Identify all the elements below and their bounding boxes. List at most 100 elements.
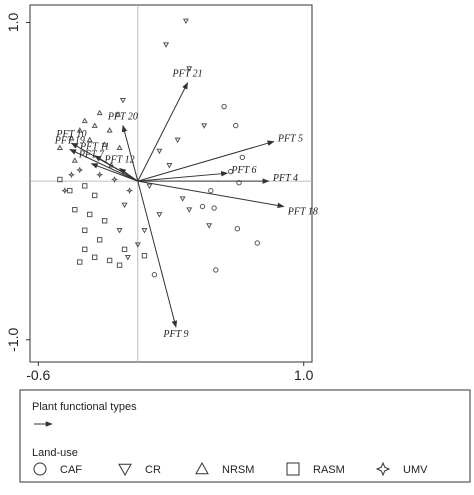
vector-label: PFT 9 <box>162 329 188 340</box>
point <box>91 254 98 260</box>
point <box>141 252 148 259</box>
vector-label: PFT 18 <box>287 207 318 218</box>
vector-arrow <box>94 155 139 182</box>
vector-arrow <box>137 140 275 182</box>
legend-box <box>19 389 471 483</box>
legend-label: UMV <box>403 464 428 476</box>
point <box>111 176 119 184</box>
point <box>56 144 63 151</box>
vector-arrow <box>137 180 285 209</box>
point <box>254 240 260 246</box>
point <box>116 262 123 268</box>
point <box>134 242 141 248</box>
point <box>121 202 128 209</box>
point <box>82 227 88 234</box>
point <box>201 123 208 129</box>
point <box>141 228 148 234</box>
vector-label: PFT 19 <box>54 135 85 146</box>
point <box>206 223 213 229</box>
point <box>186 66 193 72</box>
vector-arrow <box>121 124 139 182</box>
point <box>211 205 217 211</box>
legend-label: RASM <box>313 464 345 476</box>
vector-arrow <box>69 148 139 182</box>
vector-arrow <box>137 180 178 328</box>
point <box>179 196 186 202</box>
point <box>106 127 113 133</box>
point <box>162 42 170 48</box>
vector-label: PFT 12 <box>104 154 135 165</box>
point <box>72 206 78 213</box>
point <box>208 187 214 194</box>
point <box>71 157 78 163</box>
point <box>68 171 75 179</box>
point <box>82 246 88 253</box>
point <box>156 148 163 155</box>
point <box>119 97 126 104</box>
point <box>174 137 181 144</box>
x-tick-label: -0.6 <box>26 367 50 383</box>
point <box>96 237 103 243</box>
legend-label: CR <box>145 464 161 476</box>
legend-label: NRSM <box>222 464 254 476</box>
vector-label: PFT 7 <box>78 150 105 161</box>
point <box>156 212 163 218</box>
point <box>116 144 123 151</box>
legend-symbol <box>118 463 132 477</box>
x-tick-label: 1.0 <box>294 367 314 383</box>
point <box>86 136 93 143</box>
point <box>101 141 108 147</box>
point <box>186 207 193 213</box>
vector-arrow <box>137 170 229 182</box>
point <box>87 211 93 218</box>
point <box>236 180 242 186</box>
point <box>96 109 103 116</box>
point <box>91 122 98 128</box>
point <box>124 255 131 261</box>
legend-vectors-title: Plant functional types <box>32 401 137 413</box>
point <box>232 122 239 129</box>
point <box>106 257 113 264</box>
legend-series-title: Land-use <box>32 447 78 459</box>
point <box>234 226 241 232</box>
point <box>76 127 83 133</box>
vector-label: PFT 4 <box>272 173 298 184</box>
point <box>61 187 69 195</box>
y-tick-label: -1.0 <box>5 328 21 352</box>
point <box>126 187 133 195</box>
point <box>91 192 98 199</box>
point <box>151 272 158 278</box>
point <box>146 183 153 190</box>
vector-arrow <box>90 163 138 182</box>
point <box>228 168 234 175</box>
vector-arrow <box>137 82 189 182</box>
point <box>77 259 83 265</box>
point <box>199 203 206 210</box>
legend-symbol <box>33 462 47 476</box>
point <box>57 176 63 183</box>
point <box>213 267 219 273</box>
y-tick-label: 1.0 <box>5 13 21 33</box>
point <box>182 18 189 25</box>
point <box>239 154 246 161</box>
point <box>121 246 128 253</box>
point <box>101 218 108 224</box>
vector-label: PFT 6 <box>230 165 256 176</box>
vector-label: PFT 20 <box>107 112 138 123</box>
legend-symbol <box>375 461 391 477</box>
vector-label: PFT 11 <box>79 142 109 153</box>
point <box>82 183 88 189</box>
point <box>68 135 75 141</box>
point <box>76 166 84 174</box>
plot-frame <box>29 4 313 363</box>
vector-label: PFT 5 <box>277 133 303 144</box>
point <box>96 171 104 179</box>
legend-symbol <box>286 462 300 476</box>
point <box>116 228 123 234</box>
vector-label: PFT 10 <box>55 129 86 140</box>
vector-arrow <box>119 168 139 182</box>
legend-label: CAF <box>60 464 82 476</box>
point <box>166 162 173 169</box>
